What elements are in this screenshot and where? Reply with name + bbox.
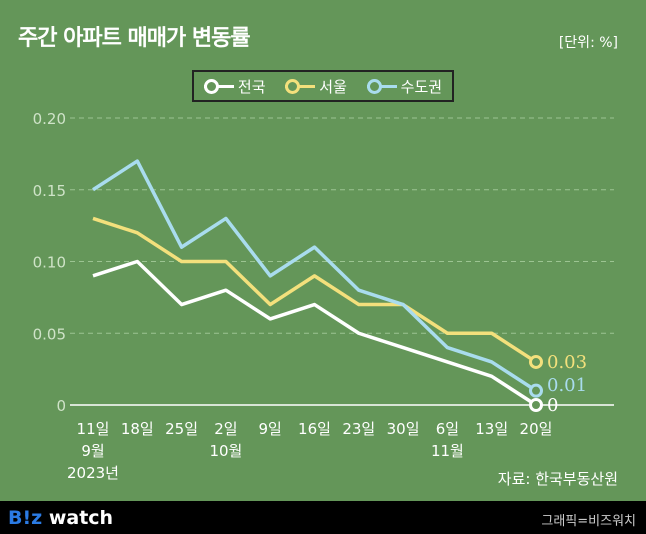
y-tick-label: 0.10 xyxy=(33,254,66,272)
source-label: 자료: 한국부동산원 xyxy=(497,470,618,488)
legend-label: 서울 xyxy=(319,77,347,96)
x-tick-label: 2일 xyxy=(214,420,237,438)
end-point-marker xyxy=(529,383,543,398)
legend-label: 전국 xyxy=(237,77,266,96)
end-data-label: 0.01 xyxy=(547,375,587,396)
series-line-수도권 xyxy=(92,159,537,393)
line-chart: 0 0.05 0.10 0.15 0.20 11일 9월 2023년 18일 25일 2일 10월 9일… xyxy=(33,110,614,482)
end-point-marker xyxy=(529,398,543,412)
x-tick-label: 23일 xyxy=(342,420,375,438)
chart-title: 주간 아파트 매매가 변동률 xyxy=(18,26,251,51)
footer: B!z watch 그래픽=비즈워치 xyxy=(0,501,646,534)
y-tick-label: 0.20 xyxy=(33,110,66,128)
logo-mark: B!z xyxy=(8,507,43,529)
x-tick-label: 16일 xyxy=(298,420,331,438)
legend-marker-icon xyxy=(285,79,316,94)
end-point-marker xyxy=(529,354,543,369)
y-tick-label: 0.15 xyxy=(33,182,66,200)
legend: 전국 서울 수도권 xyxy=(192,70,454,102)
series-line-전국 xyxy=(92,259,537,407)
legend-marker-icon xyxy=(366,79,397,94)
legend-item-seoul: 서울 xyxy=(285,76,347,97)
x-tick-label: 9월 xyxy=(81,442,104,460)
x-tick-label: 20일 xyxy=(520,420,553,438)
y-tick-label: 0.05 xyxy=(33,325,66,343)
unit-label: [단위: %] xyxy=(558,35,618,51)
legend-item-capital-area: 수도권 xyxy=(366,76,443,97)
x-tick-label: 13일 xyxy=(475,420,508,438)
logo-text: watch xyxy=(42,507,114,529)
y-tick-label: 0 xyxy=(56,397,66,415)
legend-item-national: 전국 xyxy=(203,76,266,97)
x-tick-label: 9일 xyxy=(259,420,282,438)
x-tick-label: 11일 xyxy=(77,420,110,438)
end-data-label: 0.03 xyxy=(547,352,587,373)
end-data-label: 0 xyxy=(547,395,558,416)
x-tick-label: 18일 xyxy=(121,420,154,438)
x-tick-label: 10월 xyxy=(209,442,242,460)
series-line-서울 xyxy=(92,216,537,364)
bizwatch-logo: B!z watch xyxy=(8,507,113,529)
legend-marker-icon xyxy=(203,79,234,94)
legend-label: 수도권 xyxy=(400,77,443,96)
x-tick-label: 11월 xyxy=(431,442,464,460)
x-tick-label: 30일 xyxy=(387,420,420,438)
x-tick-label: 6일 xyxy=(436,420,459,438)
x-tick-label: 25일 xyxy=(165,420,198,438)
graphic-credit: 그래픽=비즈워치 xyxy=(541,514,636,529)
x-tick-label: 2023년 xyxy=(67,464,119,482)
